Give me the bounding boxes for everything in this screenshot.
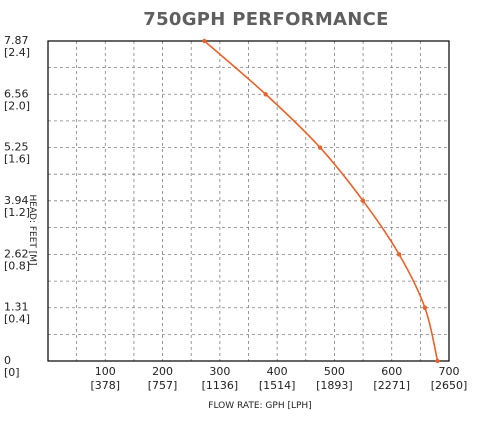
y-tick-label: 1.31 xyxy=(4,301,29,314)
x-tick-label-metric: [1893] xyxy=(316,379,353,392)
data-point xyxy=(317,145,323,150)
x-tick-label-metric: [2271] xyxy=(373,379,410,392)
y-tick-label: 2.62 xyxy=(4,247,29,260)
y-tick-label-metric: [0.4] xyxy=(4,313,30,326)
x-tick-label-metric: [378] xyxy=(90,379,120,392)
x-tick-label-metric: [1514] xyxy=(259,379,296,392)
y-tick-label: 6.56 xyxy=(4,87,29,100)
y-tick-label-metric: [1.6] xyxy=(4,153,30,166)
x-tick-label-metric: [2650] xyxy=(431,379,468,392)
x-tick-label-metric: [1136] xyxy=(202,379,239,392)
y-tick-label-metric: [0.8] xyxy=(4,259,30,272)
data-point xyxy=(360,198,366,203)
x-tick-label: 600 xyxy=(381,365,402,378)
y-tick-label: 5.25 xyxy=(4,141,29,154)
y-axis-label: HEAD: FEET [M] xyxy=(27,194,37,265)
x-tick-labels: 100[378] 200[757] 300[1136] 400[1514] 500[18… xyxy=(90,365,467,392)
y-tick-label-metric: [0] xyxy=(4,366,20,379)
chart-title: 750GPH PERFORMANCE xyxy=(143,9,389,30)
grid xyxy=(48,41,449,361)
x-tick-label-metric: [757] xyxy=(148,379,178,392)
x-axis-label: FLOW RATE: GPH [LPH] xyxy=(208,401,311,411)
data-point xyxy=(263,92,268,97)
y-tick-labels: 0[0] 1.31[0.4] 2.62[0.8] 3.94[1.2] 5.25[1.6]… xyxy=(4,34,30,379)
x-tick-label: 200 xyxy=(152,365,173,378)
y-tick-label-metric: [1.2] xyxy=(4,206,30,219)
y-tick-label-metric: [2.0] xyxy=(4,99,30,112)
x-tick-label: 300 xyxy=(209,365,230,378)
y-tick-label: 3.94 xyxy=(4,194,29,207)
x-tick-label: 700 xyxy=(439,365,460,378)
data-point xyxy=(202,38,207,44)
data-point xyxy=(435,358,440,364)
plot-area xyxy=(47,40,450,362)
x-tick-label: 400 xyxy=(267,365,288,378)
series-layer xyxy=(202,38,440,364)
data-point xyxy=(422,305,428,310)
y-tick-label: 0 xyxy=(4,354,11,367)
data-point xyxy=(396,252,402,257)
y-tick-label-metric: [2.4] xyxy=(4,46,30,59)
x-tick-label: 500 xyxy=(324,365,345,378)
x-tick-label: 100 xyxy=(95,365,116,378)
y-tick-label: 7.87 xyxy=(4,34,29,47)
